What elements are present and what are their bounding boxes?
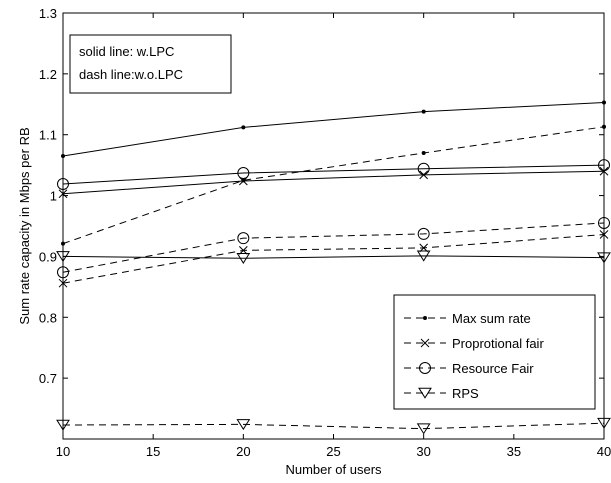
legend-item: Resource Fair	[404, 361, 534, 376]
marker-x	[599, 166, 609, 176]
marker-x-stroke	[58, 278, 68, 288]
marker-x	[419, 243, 429, 253]
marker-dot	[421, 150, 426, 155]
marker-circle	[598, 216, 610, 229]
y-tick-label: 0.8	[39, 310, 57, 325]
marker-dot	[602, 100, 606, 105]
marker-x	[58, 278, 68, 288]
legend-label: Max sum rate	[452, 311, 531, 326]
marker-circle	[598, 159, 610, 172]
legend-label: Proprotional fair	[452, 336, 544, 351]
x-axis-title: Number of users	[285, 462, 382, 477]
series-triangle-down-solid	[56, 250, 611, 264]
marker-x-stroke	[238, 245, 248, 255]
marker-circle	[57, 178, 69, 191]
y-tick-label: 0.7	[39, 371, 57, 386]
marker-circle	[419, 362, 431, 374]
marker-x	[238, 245, 248, 255]
series-x-solid	[58, 166, 609, 199]
marker-circle	[417, 162, 430, 175]
marker-triangle-down	[597, 252, 611, 264]
series-line	[62, 126, 605, 245]
marker-circle	[417, 227, 430, 240]
legend-label: Resource Fair	[452, 361, 534, 376]
x-tick-label: 30	[416, 444, 430, 459]
legend-frame	[393, 294, 596, 410]
marker-x-stroke	[599, 230, 609, 239]
legend-item: RPS	[404, 386, 479, 401]
x-tick-label: 20	[236, 444, 250, 459]
series-dot-dashed	[61, 124, 606, 246]
annotation-box: solid line: w.LPC dash line:w.o.LPC	[69, 34, 232, 94]
x-tick-label: 35	[507, 444, 521, 459]
marker-x-stroke	[420, 338, 430, 348]
marker-x	[58, 189, 68, 199]
marker-circle	[237, 232, 250, 245]
y-tick-label: 1.1	[39, 128, 57, 143]
marker-dot	[241, 125, 246, 130]
marker-triangle-down	[416, 423, 431, 435]
marker-triangle-down	[236, 419, 251, 431]
y-tick-label: 1.2	[39, 67, 57, 82]
annotation-dash-line: dash line:w.o.LPC	[79, 67, 183, 82]
legend: Max sum rate Proprotional fair Resource Fa…	[393, 294, 596, 410]
marker-dot	[241, 178, 246, 183]
series-triangle-down-dashed	[56, 417, 611, 435]
x-tick-label: 10	[56, 444, 70, 459]
x-tick-label: 25	[326, 444, 340, 459]
marker-x-stroke	[58, 189, 68, 199]
series-line	[62, 101, 605, 157]
y-axis-title: Sum rate capacity in Mbps per RB	[17, 127, 32, 324]
marker-x	[599, 230, 609, 239]
series-line	[62, 255, 605, 259]
x-tick-label: 15	[146, 444, 160, 459]
marker-triangle-down	[416, 250, 431, 262]
marker-circle	[57, 266, 69, 279]
series-line	[62, 422, 605, 430]
legend-item: Max sum rate	[404, 311, 531, 326]
legend-item: Proprotional fair	[404, 336, 544, 351]
marker-triangle-down	[236, 252, 251, 264]
marker-x-stroke	[599, 166, 609, 176]
marker-triangle-down	[56, 419, 70, 431]
marker-dot	[602, 124, 606, 129]
annotation-solid-line: solid line: w.LPC	[79, 44, 174, 59]
marker-triangle-down	[597, 417, 611, 429]
marker-x-stroke	[419, 243, 429, 253]
series-circle-dashed	[57, 216, 610, 279]
series-dot-solid	[61, 100, 606, 159]
y-tick-label: 1	[50, 189, 57, 204]
y-tick-label: 1.3	[39, 6, 57, 21]
marker-dot	[421, 109, 426, 114]
marker-dot	[61, 241, 65, 246]
y-tick-label: 0.9	[39, 249, 57, 264]
marker-dot	[423, 316, 427, 320]
marker-triangle-down	[418, 387, 432, 399]
series-line	[62, 170, 605, 195]
marker-triangle-down	[56, 251, 70, 263]
series-line	[62, 164, 605, 185]
marker-x-stroke	[419, 170, 429, 180]
series-x-dashed	[58, 230, 609, 288]
legend-label: RPS	[452, 386, 479, 401]
marker-dot	[61, 154, 65, 159]
marker-x	[420, 338, 430, 348]
series-layer	[56, 100, 611, 435]
annotation-frame	[69, 34, 232, 94]
axis-ticks: 10 15 20 25 30 35 40 0.7 0.8 0.9 1 1.1 1.2 1.3	[39, 6, 611, 459]
x-tick-label: 40	[597, 444, 611, 459]
marker-x	[419, 170, 429, 180]
